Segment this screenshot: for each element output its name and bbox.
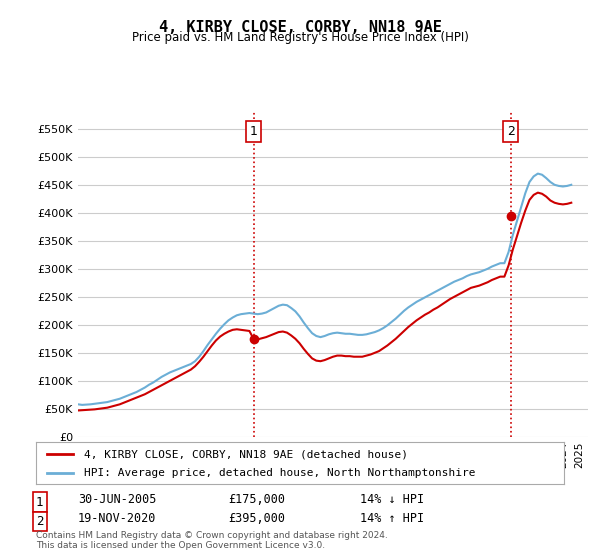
Text: HPI: Average price, detached house, North Northamptonshire: HPI: Average price, detached house, Nort… <box>83 468 475 478</box>
Text: 1: 1 <box>36 496 44 508</box>
Text: £175,000: £175,000 <box>228 493 285 506</box>
Text: Contains HM Land Registry data © Crown copyright and database right 2024.
This d: Contains HM Land Registry data © Crown c… <box>36 530 388 550</box>
Text: 14% ↓ HPI: 14% ↓ HPI <box>360 493 424 506</box>
Text: 14% ↑ HPI: 14% ↑ HPI <box>360 512 424 525</box>
Text: 30-JUN-2005: 30-JUN-2005 <box>78 493 157 506</box>
Text: 4, KIRBY CLOSE, CORBY, NN18 9AE (detached house): 4, KIRBY CLOSE, CORBY, NN18 9AE (detache… <box>83 449 407 459</box>
Text: 19-NOV-2020: 19-NOV-2020 <box>78 512 157 525</box>
Text: £395,000: £395,000 <box>228 512 285 525</box>
Text: 1: 1 <box>250 125 257 138</box>
Text: 4, KIRBY CLOSE, CORBY, NN18 9AE: 4, KIRBY CLOSE, CORBY, NN18 9AE <box>158 20 442 35</box>
Text: 2: 2 <box>507 125 515 138</box>
Text: 2: 2 <box>36 515 44 528</box>
Text: Price paid vs. HM Land Registry's House Price Index (HPI): Price paid vs. HM Land Registry's House … <box>131 31 469 44</box>
